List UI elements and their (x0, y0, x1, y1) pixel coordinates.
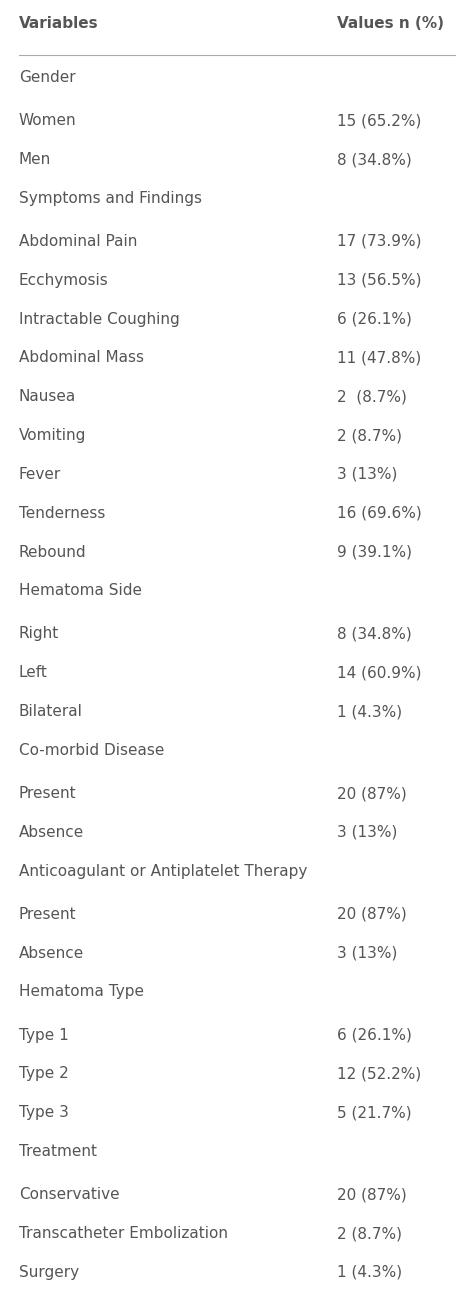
Text: Right: Right (19, 627, 59, 641)
Text: 14 (60.9%): 14 (60.9%) (337, 666, 422, 680)
Text: Gender: Gender (19, 70, 75, 85)
Text: Abdominal Mass: Abdominal Mass (19, 351, 144, 365)
Text: Variables: Variables (19, 16, 98, 31)
Text: Hematoma Type: Hematoma Type (19, 985, 144, 999)
Text: 1 (4.3%): 1 (4.3%) (337, 704, 403, 719)
Text: 8 (34.8%): 8 (34.8%) (337, 152, 412, 167)
Text: 3 (13%): 3 (13%) (337, 946, 398, 960)
Text: Treatment: Treatment (19, 1144, 97, 1160)
Text: 1 (4.3%): 1 (4.3%) (337, 1265, 403, 1280)
Text: Surgery: Surgery (19, 1265, 79, 1280)
Text: 2  (8.7%): 2 (8.7%) (337, 390, 407, 404)
Text: Rebound: Rebound (19, 545, 87, 559)
Text: Type 2: Type 2 (19, 1066, 69, 1081)
Text: 3 (13%): 3 (13%) (337, 466, 398, 482)
Text: Tenderness: Tenderness (19, 506, 105, 521)
Text: Men: Men (19, 152, 51, 167)
Text: 9 (39.1%): 9 (39.1%) (337, 545, 412, 559)
Text: 20 (87%): 20 (87%) (337, 786, 407, 801)
Text: Abdominal Pain: Abdominal Pain (19, 235, 137, 249)
Text: Transcatheter Embolization: Transcatheter Embolization (19, 1226, 228, 1240)
Text: 2 (8.7%): 2 (8.7%) (337, 429, 403, 443)
Text: 6 (26.1%): 6 (26.1%) (337, 1028, 412, 1042)
Text: 16 (69.6%): 16 (69.6%) (337, 506, 422, 521)
Text: 20 (87%): 20 (87%) (337, 1187, 407, 1203)
Text: Type 3: Type 3 (19, 1105, 69, 1121)
Text: Bilateral: Bilateral (19, 704, 83, 719)
Text: 15 (65.2%): 15 (65.2%) (337, 113, 422, 128)
Text: Conservative: Conservative (19, 1187, 119, 1203)
Text: Ecchymosis: Ecchymosis (19, 272, 108, 288)
Text: 3 (13%): 3 (13%) (337, 825, 398, 840)
Text: Women: Women (19, 113, 76, 128)
Text: Absence: Absence (19, 825, 84, 840)
Text: 12 (52.2%): 12 (52.2%) (337, 1066, 421, 1081)
Text: 5 (21.7%): 5 (21.7%) (337, 1105, 412, 1121)
Text: Symptoms and Findings: Symptoms and Findings (19, 190, 202, 206)
Text: Left: Left (19, 666, 48, 680)
Text: Values n (%): Values n (%) (337, 16, 445, 31)
Text: Anticoagulant or Antiplatelet Therapy: Anticoagulant or Antiplatelet Therapy (19, 864, 307, 878)
Text: 6 (26.1%): 6 (26.1%) (337, 311, 412, 327)
Text: Intractable Coughing: Intractable Coughing (19, 311, 179, 327)
Text: 2 (8.7%): 2 (8.7%) (337, 1226, 403, 1240)
Text: 20 (87%): 20 (87%) (337, 907, 407, 921)
Text: 13 (56.5%): 13 (56.5%) (337, 272, 422, 288)
Text: 11 (47.8%): 11 (47.8%) (337, 351, 421, 365)
Text: Vomiting: Vomiting (19, 429, 86, 443)
Text: Absence: Absence (19, 946, 84, 960)
Text: Present: Present (19, 786, 76, 801)
Text: Type 1: Type 1 (19, 1028, 69, 1042)
Text: Present: Present (19, 907, 76, 921)
Text: Fever: Fever (19, 466, 61, 482)
Text: Co-morbid Disease: Co-morbid Disease (19, 743, 164, 758)
Text: Nausea: Nausea (19, 390, 76, 404)
Text: 17 (73.9%): 17 (73.9%) (337, 235, 422, 249)
Text: Hematoma Side: Hematoma Side (19, 584, 142, 598)
Text: 8 (34.8%): 8 (34.8%) (337, 627, 412, 641)
